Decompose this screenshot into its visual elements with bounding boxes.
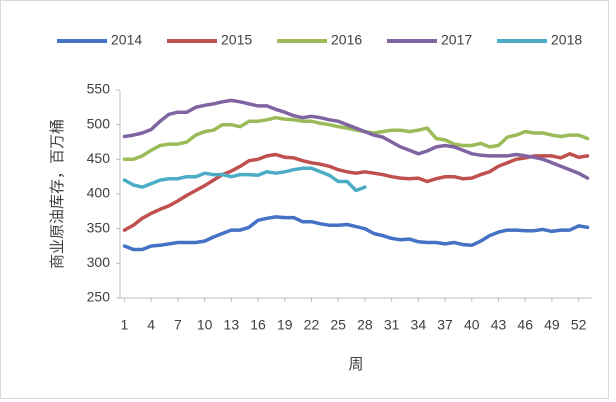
x-tick-label: 19 — [277, 317, 293, 333]
series-line — [122, 98, 590, 180]
x-tick-label: 46 — [517, 317, 533, 333]
x-tick-label: 16 — [250, 317, 266, 333]
y-tick-label: 450 — [87, 150, 111, 166]
x-tick-label: 1 — [121, 317, 129, 333]
x-tick-label: 13 — [224, 317, 240, 333]
x-tick-label: 22 — [304, 317, 320, 333]
x-tick-label: 31 — [384, 317, 400, 333]
y-tick-label: 350 — [87, 219, 111, 235]
y-axis-label: 商业原油库存，百万桶 — [49, 119, 66, 269]
legend-label: 2015 — [221, 32, 252, 48]
x-tick-label: 43 — [491, 317, 507, 333]
series-line — [122, 215, 590, 252]
series-line — [122, 152, 590, 232]
legend-label: 2018 — [551, 32, 582, 48]
x-tick-label: 37 — [437, 317, 453, 333]
y-tick-label: 500 — [87, 115, 111, 131]
x-tick-label: 49 — [544, 317, 560, 333]
x-tick-label: 10 — [197, 317, 213, 333]
x-tick-label: 52 — [571, 317, 587, 333]
x-tick-label: 25 — [330, 317, 346, 333]
y-tick-label: 550 — [87, 81, 111, 97]
x-tick-label: 40 — [464, 317, 480, 333]
series-line — [122, 115, 590, 162]
y-tick-label: 400 — [87, 185, 111, 201]
legend-label: 2017 — [441, 32, 472, 48]
x-tick-label: 7 — [174, 317, 182, 333]
y-tick-label: 300 — [87, 254, 111, 270]
x-tick-label: 34 — [411, 317, 427, 333]
x-tick-label: 4 — [147, 317, 155, 333]
x-axis-label: 周 — [348, 356, 363, 373]
x-tick-label: 28 — [357, 317, 373, 333]
legend-label: 2014 — [111, 32, 142, 48]
legend-label: 2016 — [331, 32, 362, 48]
series-line — [122, 166, 367, 193]
y-tick-label: 250 — [87, 289, 111, 305]
